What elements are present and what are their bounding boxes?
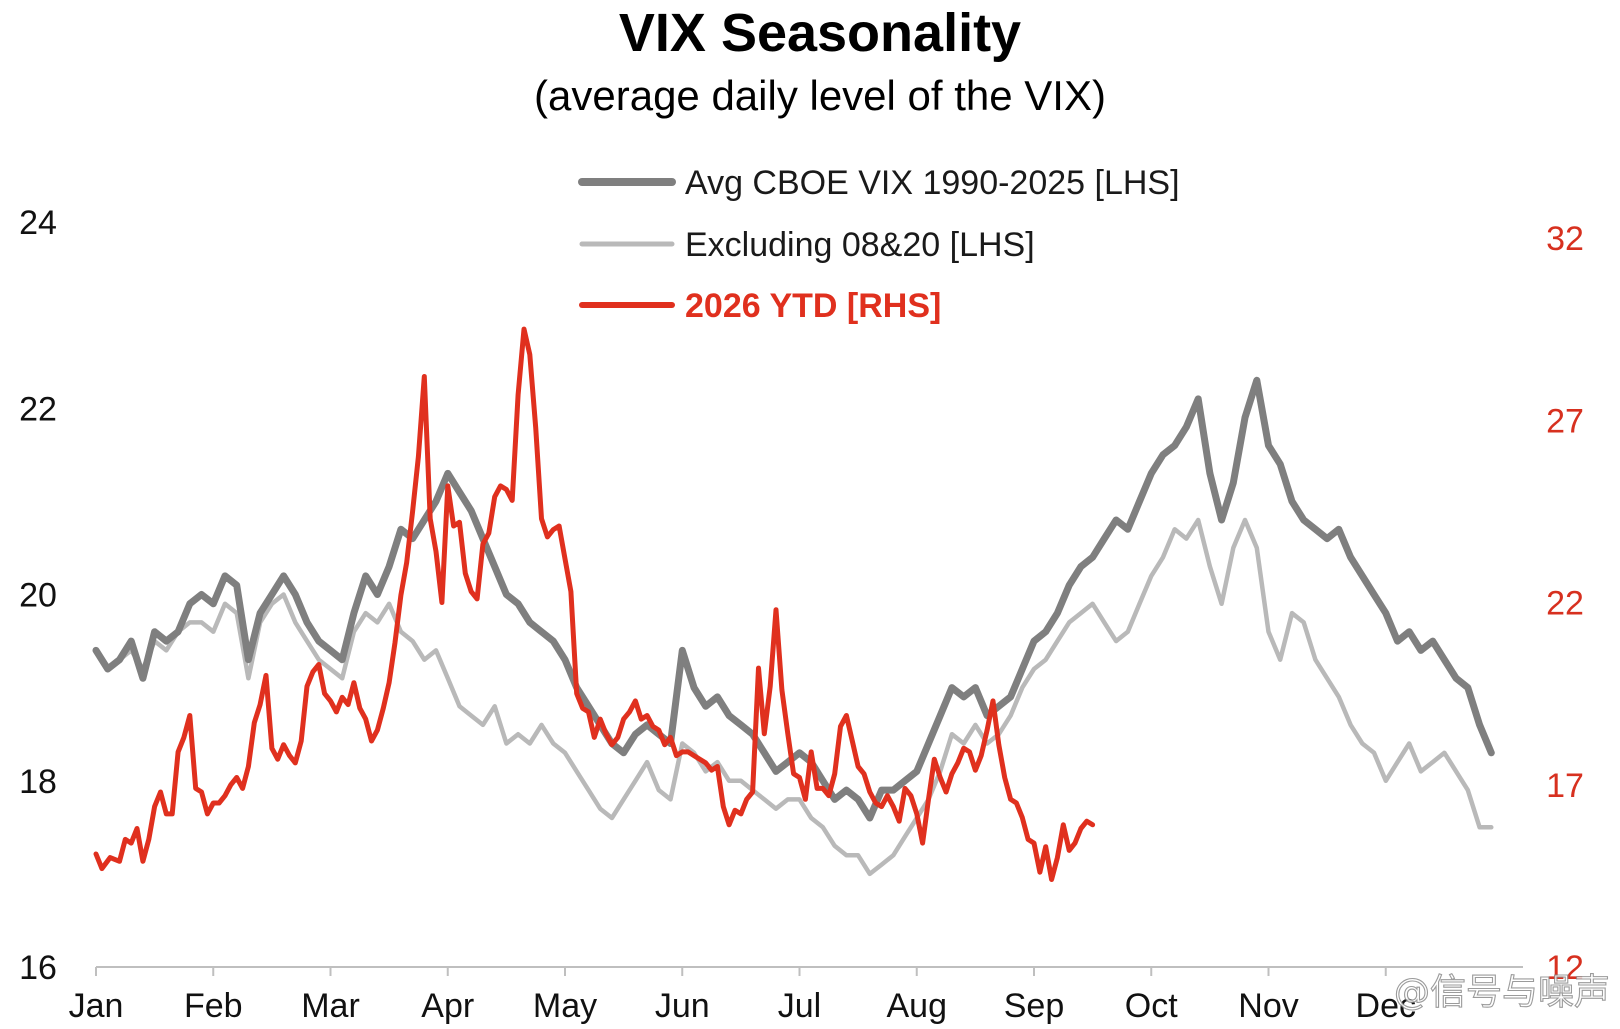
x-tick-label-sep: Sep <box>1004 987 1065 1025</box>
avg-vix-series-line <box>92 376 1495 822</box>
chart-subtitle: (average daily level of the VIX) <box>534 72 1106 119</box>
x-tick-label-aug: Aug <box>887 987 948 1025</box>
axes: Jan Feb Mar Apr May Jun Jul Aug Sep Oct Nov Dec 16 18… <box>19 204 1584 1025</box>
y-right-tick-label: 17 <box>1546 767 1584 805</box>
x-tick-label-jan: Jan <box>69 987 124 1025</box>
series-layer <box>92 326 1495 882</box>
x-tick-label-may: May <box>533 987 597 1025</box>
legend-label-ytd: 2026 YTD [RHS] <box>685 287 941 325</box>
watermark: @信号与噪声 <box>1394 972 1610 1013</box>
x-tick-label-feb: Feb <box>184 987 243 1025</box>
y-right-tick-label: 27 <box>1546 402 1584 440</box>
y-left-tick-label: 22 <box>19 390 57 428</box>
legend-label-excl: Excluding 08&20 [LHS] <box>685 226 1035 264</box>
x-tick-label-oct: Oct <box>1125 987 1178 1025</box>
x-tick-label-nov: Nov <box>1238 987 1298 1025</box>
x-tick-label-apr: Apr <box>421 987 474 1025</box>
y-right-tick-label: 32 <box>1546 220 1584 258</box>
chart-title: VIX Seasonality <box>619 3 1021 63</box>
legend: Avg CBOE VIX 1990-2025 [LHS] Excluding 0… <box>578 164 1180 325</box>
ytd-2026-series-line <box>93 326 1096 882</box>
x-tick-label-mar: Mar <box>301 987 360 1025</box>
excl-08-20-series-line <box>93 517 1494 877</box>
y-left-tick-label: 20 <box>19 577 57 615</box>
y-right-tick-label: 12 <box>1546 949 1584 987</box>
y-left-tick-label: 18 <box>19 763 57 801</box>
y-left-tick-label: 24 <box>19 204 57 242</box>
x-tick-label-jul: Jul <box>778 987 821 1025</box>
x-tick-label-dec: Dec <box>1356 987 1416 1025</box>
y-right-tick-label: 22 <box>1546 585 1584 623</box>
y-left-tick-label: 16 <box>19 949 57 987</box>
legend-label-avg: Avg CBOE VIX 1990-2025 [LHS] <box>685 164 1180 202</box>
x-tick-label-jun: Jun <box>655 987 710 1025</box>
